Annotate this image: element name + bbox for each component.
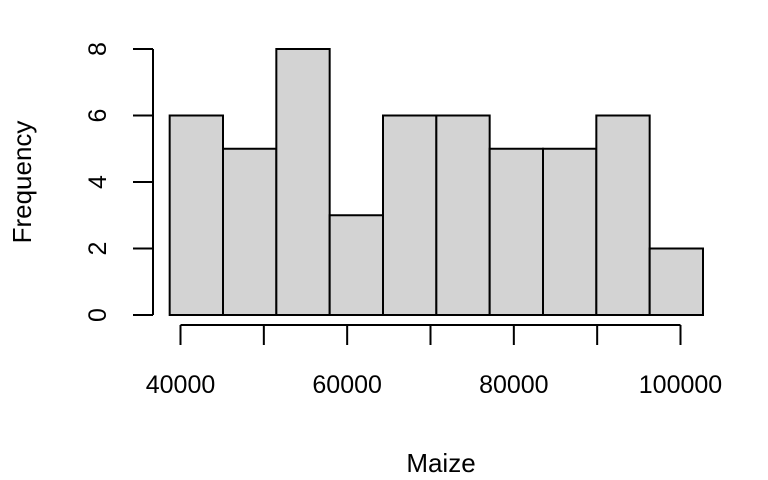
y-tick-label: 8 (84, 42, 112, 56)
histogram-bar-4 (328, 214, 384, 316)
histogram-bar-1 (168, 114, 225, 316)
histogram-bar-6 (435, 114, 491, 316)
histogram-bar-2 (222, 147, 278, 316)
histogram-bar-9 (595, 114, 651, 316)
y-tick-label: 4 (84, 175, 112, 189)
y-tick-label: 0 (84, 308, 112, 322)
histogram-bar-7 (488, 147, 544, 316)
x-tick-label: 40000 (146, 371, 216, 399)
y-tick-label: 6 (84, 109, 112, 123)
x-axis-ticks: 40000 60000 80000 100000 (146, 325, 722, 399)
histogram-bar-10 (648, 247, 705, 316)
histogram-bar-3 (275, 48, 331, 316)
y-tick-label: 2 (84, 242, 112, 256)
histogram-bars (168, 48, 705, 316)
histogram-bar-5 (382, 114, 438, 316)
y-axis-title: Frequency (7, 121, 37, 244)
histogram-bar-8 (542, 147, 598, 316)
x-tick-label: 80000 (479, 371, 549, 399)
x-tick-label: 100000 (639, 371, 722, 399)
x-axis-title: Maize (406, 448, 475, 478)
y-axis-ticks: 0 2 4 6 8 (84, 42, 153, 322)
x-tick-label: 60000 (312, 371, 382, 399)
